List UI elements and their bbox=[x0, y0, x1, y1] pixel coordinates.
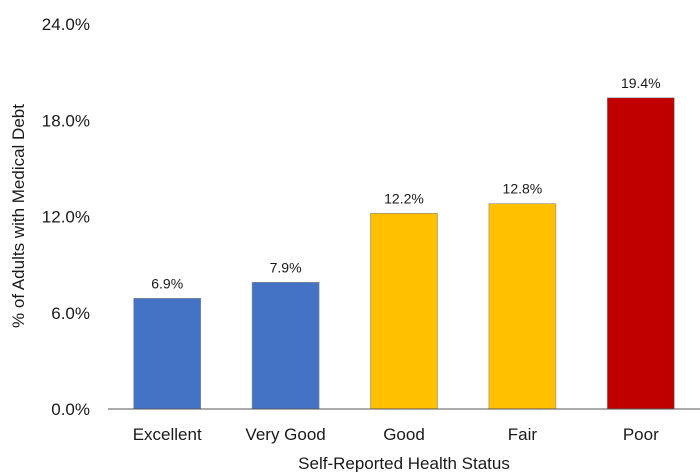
y-tick-label: 6.0% bbox=[51, 304, 90, 323]
x-axis-title: Self-Reported Health Status bbox=[298, 454, 510, 472]
bar-good bbox=[370, 212, 438, 410]
y-tick-label: 24.0% bbox=[42, 15, 90, 34]
x-tick-label: Poor bbox=[623, 425, 659, 444]
data-labels: 6.9% 7.9% 12.2% 12.8% 19.4% bbox=[151, 75, 660, 292]
x-tick-label: Good bbox=[383, 425, 425, 444]
bar-value-label: 12.2% bbox=[384, 190, 424, 206]
bar-value-label: 12.8% bbox=[503, 181, 543, 197]
x-axis-category-labels: Excellent Very Good Good Fair Poor bbox=[133, 425, 659, 444]
bar-excellent bbox=[133, 298, 201, 410]
bar-very-good bbox=[251, 281, 320, 410]
y-axis-title: % of Adults with Medical Debt bbox=[9, 104, 28, 328]
bar-value-label: 6.9% bbox=[151, 275, 183, 291]
bar-value-label: 19.4% bbox=[621, 75, 661, 91]
x-tick-label: Very Good bbox=[245, 425, 325, 444]
y-tick-label: 0.0% bbox=[51, 400, 90, 419]
bars bbox=[133, 97, 675, 410]
y-tick-label: 18.0% bbox=[42, 111, 90, 130]
x-tick-label: Fair bbox=[508, 425, 538, 444]
x-tick-label: Excellent bbox=[133, 425, 202, 444]
y-axis-ticks: 0.0% 6.0% 12.0% 18.0% 24.0% bbox=[42, 15, 90, 419]
bar-value-label: 7.9% bbox=[270, 259, 302, 275]
y-tick-label: 12.0% bbox=[42, 208, 90, 227]
bar-poor bbox=[606, 97, 675, 410]
bar-fair bbox=[488, 203, 557, 410]
